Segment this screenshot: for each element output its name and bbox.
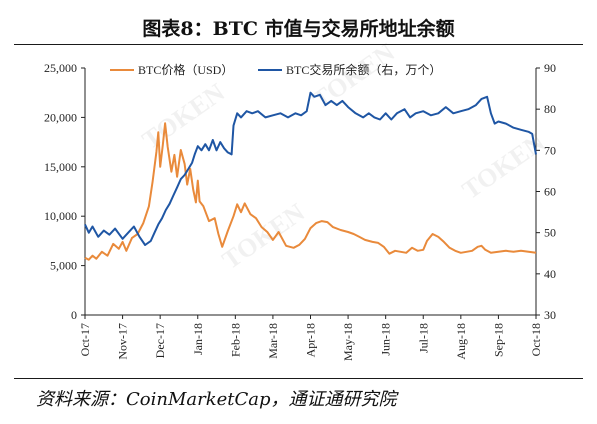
x-tick-label: Sep-18: [491, 323, 505, 357]
x-tick-label: Feb-18: [228, 323, 242, 357]
left-tick-label: 25,000: [44, 61, 77, 75]
chart-title: 图表8：BTC 市值与交易所地址余额: [142, 18, 455, 40]
watermark-text: TOKEN: [137, 77, 230, 154]
right-tick-label: 30: [544, 308, 556, 322]
source-rule: [14, 378, 583, 379]
price-series-line: [84, 122, 537, 261]
left-tick-label: 0: [71, 308, 77, 322]
x-tick-label: May-18: [341, 323, 355, 361]
right-tick-label: 70: [544, 143, 556, 157]
right-tick-label: 60: [544, 185, 556, 199]
x-tick-label: Oct-17: [78, 323, 92, 356]
x-tick-label: Dec-17: [153, 323, 167, 358]
right-tick-label: 50: [544, 226, 556, 240]
left-tick-label: 10,000: [44, 209, 77, 223]
right-tick-label: 40: [544, 267, 556, 281]
x-tick-label: Jul-18: [416, 323, 430, 353]
x-tick-label: Jan-18: [191, 323, 205, 355]
left-tick-label: 15,000: [44, 160, 77, 174]
legend-label: BTC交易所余额（右，万个）: [286, 62, 441, 77]
legend-label: BTC价格（USD）: [138, 62, 233, 77]
right-tick-label: 80: [544, 102, 556, 116]
x-tick-label: Apr-18: [304, 323, 318, 357]
right-tick-label: 90: [544, 61, 556, 75]
x-tick-label: Mar-18: [266, 323, 280, 359]
watermark-text: TOKEN: [217, 197, 310, 274]
x-tick-label: Nov-17: [116, 323, 130, 360]
x-tick-label: Aug-18: [454, 323, 468, 360]
left-tick-label: 20,000: [44, 110, 77, 124]
x-tick-label: Jun-18: [379, 323, 393, 356]
left-tick-label: 5,000: [50, 259, 77, 273]
source-note: 资料来源：CoinMarketCap，通证通研究院: [36, 389, 397, 410]
title-rule: [14, 44, 583, 45]
balance-series-line: [84, 91, 537, 246]
x-tick-label: Oct-18: [529, 323, 543, 356]
